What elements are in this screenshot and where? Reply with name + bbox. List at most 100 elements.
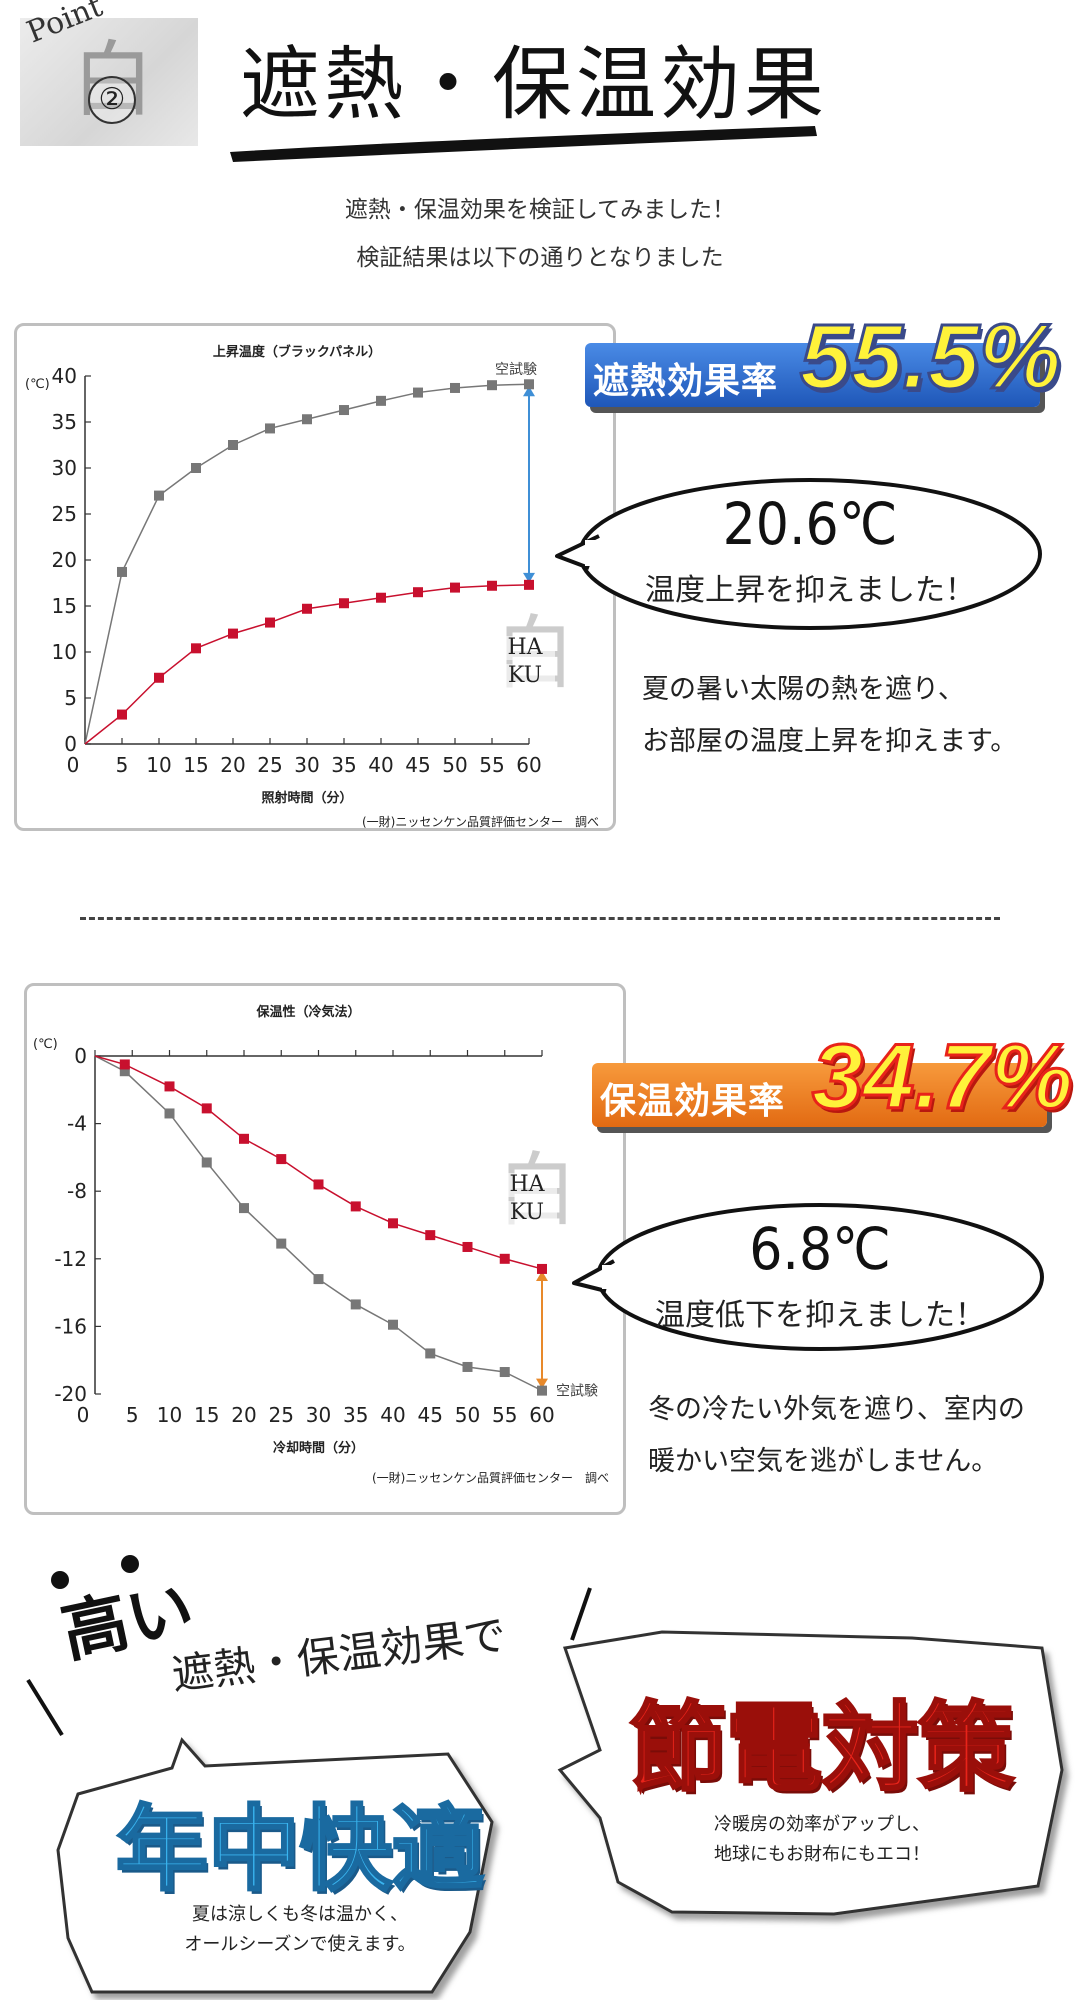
x-tick-label: 10 — [146, 753, 171, 777]
heat-speech-bubble — [555, 478, 1042, 630]
heat-badge-label: 遮熱効果率 — [593, 361, 779, 402]
cold-bubble-note: 温度低下を抑えました！ — [655, 1298, 985, 1333]
haku-logo-text-2: KU — [497, 1201, 557, 1225]
difference-arrowhead — [536, 1270, 548, 1281]
data-point — [350, 1201, 361, 1212]
heat-chart-panel: 上昇温度（ブラックパネル） (℃) 照射時間（分） (一財)ニッセンケン品質評価センタ… — [14, 323, 616, 831]
data-point — [499, 1367, 510, 1378]
data-point — [265, 617, 275, 628]
data-point — [302, 603, 312, 614]
x-tick-label: 40 — [380, 1403, 405, 1427]
cold-speech-bubble — [572, 1203, 1044, 1351]
heat-rise-chart: 上昇温度（ブラックパネル） (℃) 照射時間（分） (一財)ニッセンケン品質評価センタ… — [25, 344, 599, 829]
data-point — [462, 1241, 473, 1252]
point-number: ② — [88, 76, 136, 124]
chart-source: (一財)ニッセンケン品質評価センター 調べ — [362, 814, 599, 829]
series-label: 空試験 — [495, 362, 537, 378]
data-point — [413, 587, 423, 598]
data-point — [339, 598, 349, 609]
data-point — [302, 414, 312, 425]
x-tick-label: 55 — [492, 1403, 517, 1427]
haku-logo: 白 HA KU — [495, 614, 575, 694]
haku-logo-text-1: HA — [495, 636, 555, 660]
data-point — [265, 423, 275, 434]
haku-logo: 白 HA KU — [497, 1151, 577, 1231]
data-point — [164, 1108, 175, 1119]
x-tick-label: 15 — [194, 1403, 219, 1427]
data-point — [154, 672, 164, 683]
y-tick-label: 0 — [64, 732, 77, 756]
data-point — [119, 1059, 130, 1070]
x-axis-label: 冷却時間（分） — [273, 1440, 364, 1456]
y-tick-label: -4 — [67, 1112, 87, 1136]
cold-badge-value: 34.7% — [811, 1025, 1075, 1130]
heat-bubble-note: 温度上昇を抑えました！ — [645, 573, 975, 608]
cold-badge-label: 保温効果率 — [600, 1081, 786, 1122]
x-tick-label: 15 — [183, 753, 208, 777]
heat-retention-chart: 保温性（冷気法） (℃) 冷却時間（分） (一財)ニッセンケン品質評価センター 調べ 0… — [33, 1004, 609, 1485]
x-tick-label: 50 — [455, 1403, 480, 1427]
x-tick-label: 30 — [294, 753, 319, 777]
x-tick-label: 10 — [157, 1403, 182, 1427]
x-tick-label: 35 — [331, 753, 356, 777]
data-point — [462, 1361, 473, 1372]
y-axis-unit: (℃) — [25, 377, 50, 392]
chart-title: 保温性（冷気法） — [255, 1004, 360, 1020]
data-point — [239, 1203, 249, 1214]
y-tick-label: 10 — [52, 640, 77, 664]
cold-description-2: 暖かい空気を逃がしません。 — [648, 1446, 999, 1477]
x-tick-label: 0 — [67, 753, 80, 777]
y-tick-label: 30 — [52, 456, 77, 480]
data-point — [413, 387, 423, 398]
cold-bubble-value: 6.8℃ — [749, 1215, 891, 1283]
x-tick-label: 45 — [418, 1403, 443, 1427]
haku-logo-text-2: KU — [495, 664, 555, 688]
y-tick-label: 35 — [52, 410, 77, 434]
section-divider — [80, 917, 1000, 920]
x-tick-label: 55 — [479, 753, 504, 777]
y-tick-label: 40 — [52, 364, 77, 388]
x-tick-label: 5 — [116, 753, 129, 777]
data-point — [450, 582, 460, 593]
data-point — [487, 580, 497, 591]
data-point — [537, 1263, 547, 1274]
y-tick-label: -12 — [54, 1247, 87, 1271]
y-tick-label: 15 — [52, 594, 77, 618]
data-point — [425, 1348, 436, 1359]
data-point — [487, 380, 497, 391]
y-tick-label: 25 — [52, 502, 77, 526]
x-tick-label: 30 — [306, 1403, 331, 1427]
cold-description-1: 冬の冷たい外気を遮り、室内の — [648, 1394, 1025, 1425]
intro-line-1: 遮熱・保温効果を検証してみました！ — [344, 197, 736, 223]
data-point — [276, 1154, 287, 1165]
data-point — [450, 382, 460, 393]
heat-description-1: 夏の暑い太陽の熱を遮り、 — [642, 674, 965, 705]
haku-logo-text-1: HA — [497, 1173, 557, 1197]
y-tick-label: -8 — [67, 1179, 87, 1203]
chart-title: 上昇温度（ブラックパネル） — [213, 344, 381, 360]
series-line — [94, 1055, 543, 1392]
data-point — [388, 1218, 398, 1229]
data-point — [154, 490, 164, 501]
y-tick-label: 20 — [52, 548, 77, 572]
y-tick-label: -20 — [54, 1382, 87, 1406]
saving-note-2: 地球にもお財布にもエコ！ — [714, 1844, 930, 1865]
y-tick-label: 0 — [74, 1044, 87, 1068]
data-point — [239, 1133, 249, 1144]
y-axis-unit: (℃) — [33, 1037, 58, 1052]
data-point — [201, 1157, 212, 1168]
x-tick-label: 35 — [343, 1403, 368, 1427]
data-point — [425, 1230, 436, 1241]
data-point — [191, 463, 201, 473]
data-point — [524, 579, 534, 590]
heat-efficiency-badge — [585, 343, 1040, 407]
intro-line-2: 検証結果は以下の通りとなりました — [356, 245, 724, 271]
data-point — [524, 379, 534, 390]
data-point — [276, 1238, 287, 1249]
data-point — [191, 643, 201, 654]
data-point — [201, 1103, 212, 1114]
series-line — [84, 383, 530, 745]
x-tick-label: 50 — [442, 753, 467, 777]
data-point — [537, 1385, 547, 1396]
cold-efficiency-badge — [592, 1063, 1047, 1127]
